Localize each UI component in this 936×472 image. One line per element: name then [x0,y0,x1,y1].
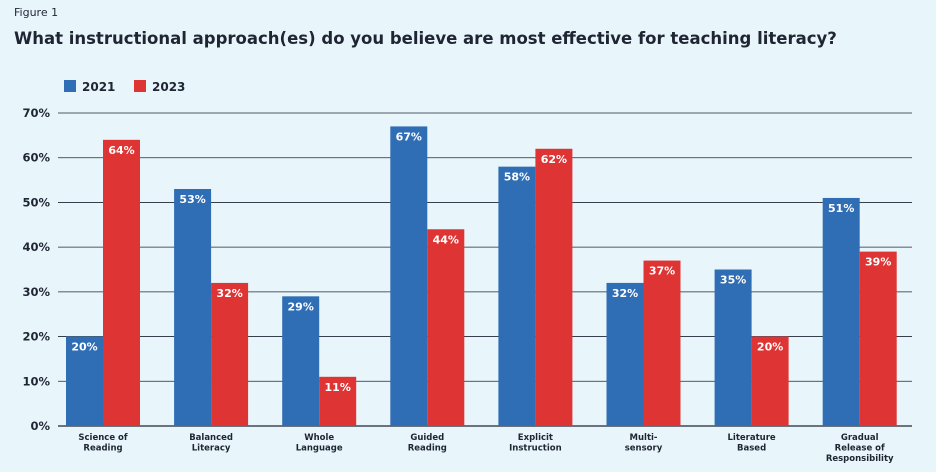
bar-2021 [606,282,644,426]
legend-label-2023: 2023 [152,80,185,94]
category-label: Gradual [841,433,879,443]
category-label: sensory [625,444,663,454]
chart-title: What instructional approach(es) do you b… [14,29,837,48]
y-tick-label: 20% [22,330,50,344]
category-label: Literacy [192,444,231,454]
y-tick-label: 70% [22,106,50,120]
data-label-2023: 64% [108,144,134,157]
bar-2021 [498,166,536,426]
bar-2023 [859,251,897,426]
category-label: Explicit [518,433,553,443]
figure-label: Figure 1 [14,6,59,19]
bar-2021 [714,269,752,426]
category-label: Science of [78,433,127,443]
data-label-2021: 53% [179,193,205,206]
bar-2023 [211,282,249,426]
category-label: Release of [835,444,885,454]
x-axis: Science ofReadingBalancedLiteracyWholeLa… [78,433,894,464]
data-label-2023: 44% [433,233,459,246]
legend-swatch-2023 [134,80,146,92]
legend-label-2021: 2021 [82,80,115,94]
bars: 20% 64% 53% 32% 29% 11% 67% 44% 58% 62% 32% 37% 35% 2… [66,126,897,427]
data-label-2023: 37% [649,265,675,278]
y-axis: 0% 10% 20% 30% 40% 50% 60% 70% [22,106,50,433]
bar-2021 [174,189,212,426]
category-label: Reading [83,444,122,454]
legend: 2021 2023 [64,80,185,94]
data-label-2021: 67% [396,130,422,143]
bar-2023 [103,139,140,427]
category-label: Reading [408,444,447,454]
category-label: Instruction [509,444,562,454]
data-label-2023: 62% [541,153,567,166]
bar-2023 [427,229,465,426]
category-label: Multi- [630,433,658,443]
y-tick-label: 40% [22,240,50,254]
bar-2021 [390,126,428,427]
bar-2023 [643,260,681,426]
data-label-2021: 58% [504,171,530,184]
category-label: Based [737,444,766,454]
category-label: Whole [304,433,334,443]
bar-2021 [822,197,860,426]
y-tick-label: 50% [22,195,50,209]
bar-2023 [535,148,573,426]
data-label-2023: 39% [865,256,891,269]
bar-2021 [66,336,103,426]
bar-2023 [751,336,789,426]
bar-2023 [319,376,357,426]
data-label-2023: 32% [216,287,242,300]
category-label: Guided [410,433,444,443]
category-label: Balanced [189,433,233,443]
category-label: Responsibility [826,454,894,464]
data-label-2023: 20% [757,341,783,354]
category-label: Language [296,444,343,454]
data-label-2023: 11% [325,381,351,394]
y-tick-label: 10% [22,374,50,388]
data-label-2021: 20% [71,341,97,354]
data-label-2021: 35% [720,274,746,287]
legend-swatch-2021 [64,80,76,92]
y-tick-label: 60% [22,151,50,165]
data-label-2021: 32% [612,287,638,300]
y-tick-label: 0% [30,419,50,433]
y-tick-label: 30% [22,285,50,299]
category-label: Literature [728,433,776,443]
data-label-2021: 51% [828,202,854,215]
bar-2021 [282,296,320,426]
data-label-2021: 29% [288,300,314,313]
